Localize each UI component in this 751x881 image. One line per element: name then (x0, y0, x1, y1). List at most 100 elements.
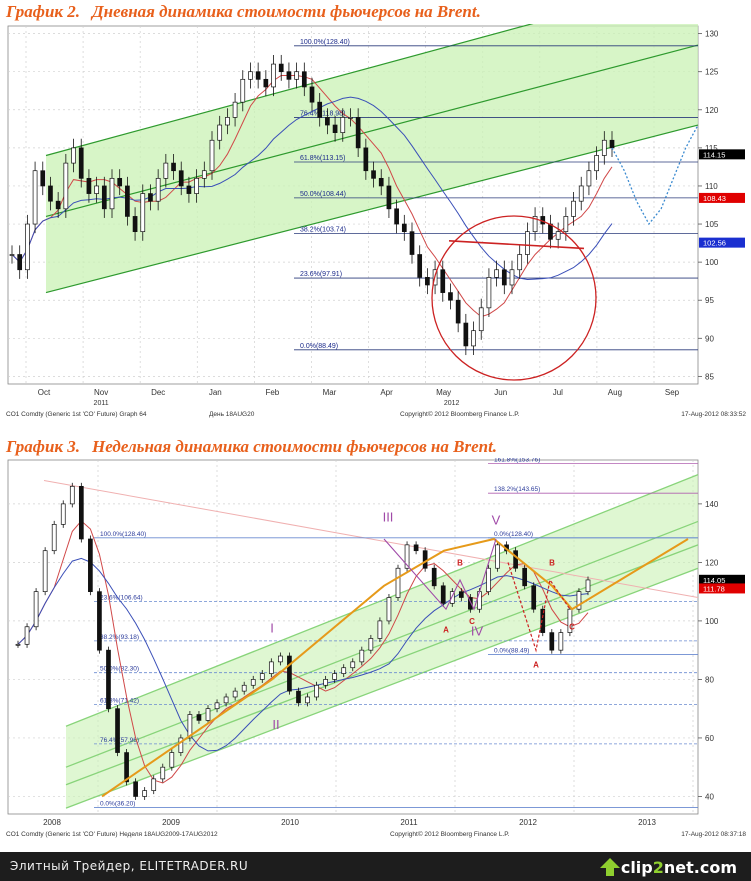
chart-1-candle (386, 176, 392, 218)
chart-2-candle-body (24, 626, 30, 645)
chart-1-candle (532, 207, 538, 241)
chart-1-ytick-label: 85 (705, 372, 714, 381)
chart-2-candle (395, 564, 401, 602)
chart-2-wave-label: B (457, 558, 463, 567)
chart-2-price-tag (699, 583, 745, 594)
chart-1-candle-body (609, 139, 615, 149)
chart-1-candle (225, 108, 230, 135)
chart-2-candle-body (160, 766, 166, 780)
chart-1-candle-body (148, 193, 153, 202)
chart-2-price-tag (699, 574, 745, 585)
chart-2-candle-body (576, 591, 582, 610)
chart-1-candle-body (371, 170, 376, 179)
chart-2-candle (359, 646, 365, 666)
chart-2-ma-long (17, 557, 589, 752)
chart-2-candle (305, 693, 310, 707)
chart-1-candle-body (278, 63, 284, 73)
chart-2-candle (549, 629, 555, 654)
chart-2-candle (440, 582, 446, 607)
chart-1-candle-body (140, 193, 146, 233)
chart-1-candle-body (240, 78, 246, 103)
chart-1-xtick-label: Nov (94, 388, 108, 397)
chart-2-candle-body (42, 550, 48, 593)
chart-1-candle (248, 62, 253, 89)
chart-1-candle (201, 161, 207, 188)
chart-1-candle (48, 176, 53, 211)
chart-1-candle-body (109, 177, 115, 210)
chart-1-price-tag-label: 114.15 (703, 150, 725, 159)
chart-1-candle (278, 54, 284, 81)
chart-2-trend-line (43, 479, 699, 598)
chart-2-ma-short (17, 520, 589, 784)
chart-2-candle-body (97, 591, 102, 651)
chart-2-candle-body (60, 503, 66, 525)
chart-2-candle-body (15, 643, 21, 646)
chart-2-candle-body (178, 737, 184, 753)
chart-2-number: График 3. (6, 437, 81, 456)
chart-2-candle (495, 541, 500, 572)
chart-2-candle-body (540, 608, 546, 633)
chart-2-fib-label: 38.2%(93.18) (100, 634, 139, 641)
chart-2-candle (142, 787, 148, 800)
chart-1-candle (494, 260, 499, 287)
chart-2-wave-label: I (270, 621, 274, 636)
chart-2-candle-body (142, 790, 148, 797)
chart-2-candle-body (404, 544, 410, 569)
chart-1-candle (232, 93, 238, 127)
chart-1-xtick-label: Feb (265, 388, 279, 397)
chart-2-candle (332, 670, 338, 683)
chart-1-xtick-label: Oct (38, 388, 51, 397)
chart-2-footer-ticker: CO1 Comdty (Generic 1st 'CO' Future) Нед… (6, 831, 218, 838)
chart-2-weekly: 161.8%(153.76) 138.2%(143.65) 100.0%(128.4… (6, 458, 746, 838)
chart-2-correction-path (383, 538, 497, 611)
chart-1-candle-body (94, 185, 99, 194)
chart-1-candle (601, 131, 607, 165)
chart-2-candle-body (522, 567, 528, 587)
chart-2-candle-body (314, 684, 319, 698)
chart-1-heading: Дневная динамика стоимости фьючерсов на … (92, 2, 481, 21)
chart-1-candle-body (563, 216, 569, 233)
chart-1-candle (340, 108, 346, 142)
chart-1-candle-body (332, 124, 338, 133)
chart-1-fib-label: 61.8%(113.15) (300, 155, 345, 162)
chart-1-candle-body (48, 185, 53, 202)
chart-1-candle-body (294, 71, 299, 80)
chart-1-ytick-label: 110 (705, 182, 718, 191)
chart-1-year-label: 2012 (444, 400, 460, 407)
chart-1-candle (332, 115, 338, 142)
chart-1-candle-body (255, 71, 261, 80)
chart-1-candle-body (532, 216, 538, 233)
chart-1-candle-body (386, 185, 392, 210)
chart-2-ytick-label: 40 (705, 792, 714, 801)
chart-2-candle-body (332, 673, 338, 680)
chart-2-fib-label: 161.8%(153.76) (494, 458, 540, 464)
chart-1-fib-label: 76.4%(118.98) (300, 111, 345, 118)
chart-1-candle (309, 77, 315, 112)
chart-1-candle (86, 169, 92, 203)
chart-2-candle-body (567, 608, 573, 633)
chart-1-ytick-label: 115 (705, 144, 718, 153)
chart-1-candle-body (217, 124, 223, 141)
chart-2-candle (133, 778, 138, 800)
chart-1-candle-body (55, 200, 61, 210)
chart-2-candle-body (305, 696, 310, 704)
chart-2-price-tag-label: 111.78 (703, 584, 725, 593)
chart-1-price-tag (699, 149, 745, 160)
upload-arrow-icon (599, 858, 620, 876)
chart-2-candle (268, 658, 274, 678)
chart-2-candle (97, 588, 102, 654)
chart-2-candle-body (106, 649, 111, 710)
chart-2-candle-body (232, 690, 238, 698)
chart-1-xtick-label: Aug (608, 388, 622, 397)
chart-1-candle (509, 260, 515, 295)
chart-1-fib-label: 50.0%(108.44) (300, 191, 346, 198)
chart-2-candle-body (395, 567, 401, 598)
chart-2-candle-body (278, 655, 283, 663)
chart-1-candle-body (101, 185, 107, 210)
chart-1-candle-body (186, 185, 192, 194)
chart-1-candle (378, 169, 384, 196)
chart-1-candle (25, 214, 30, 279)
chart-1-candle-body (125, 185, 130, 217)
chart-2-candle-body (449, 591, 455, 604)
chart-2-candle (431, 564, 437, 590)
